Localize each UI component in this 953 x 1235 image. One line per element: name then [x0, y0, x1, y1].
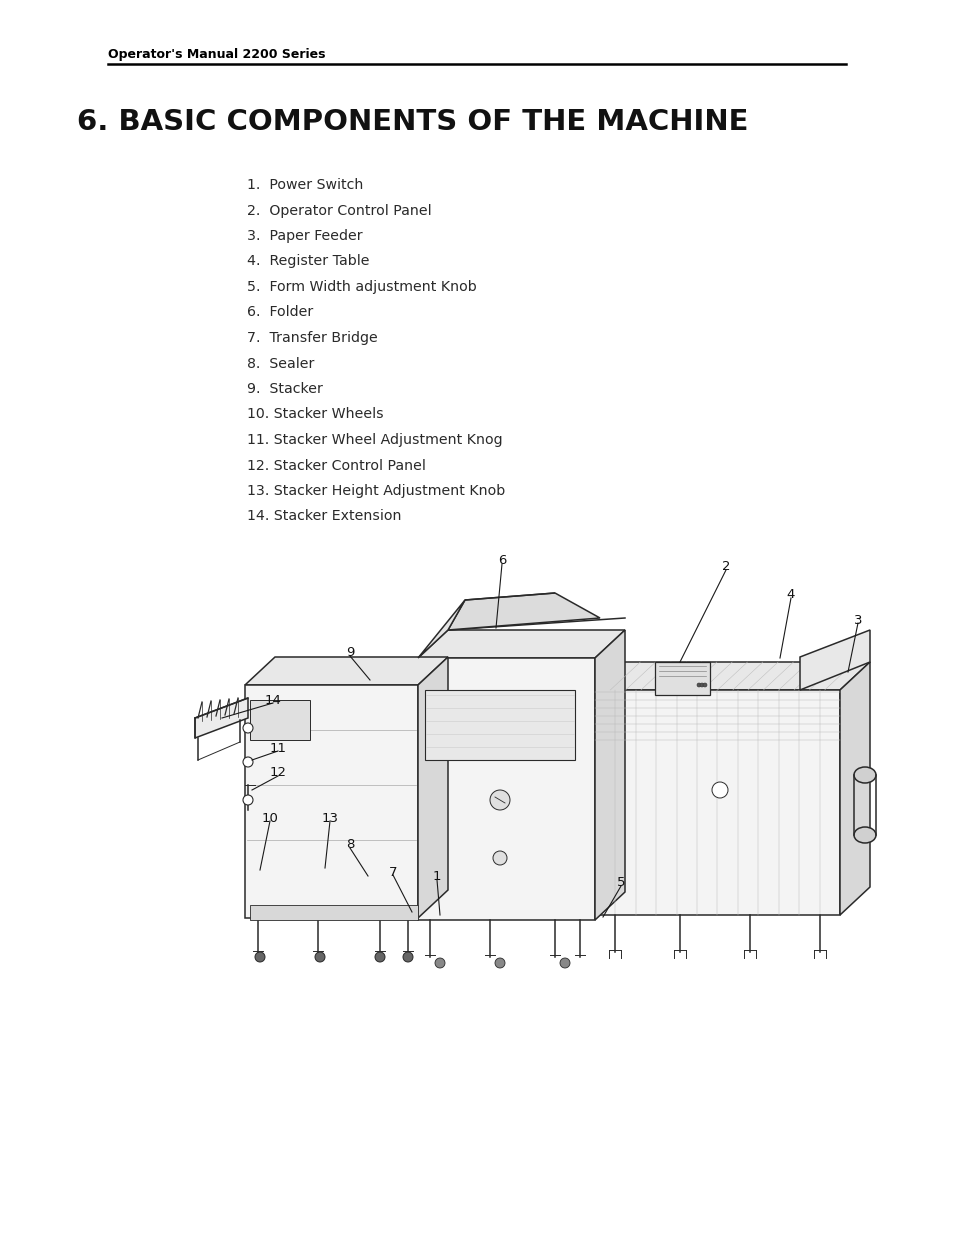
Text: 1: 1: [433, 871, 441, 883]
Circle shape: [490, 790, 510, 810]
Text: 2.  Operator Control Panel: 2. Operator Control Panel: [247, 204, 431, 217]
Text: 9: 9: [345, 646, 354, 659]
Text: 6. BASIC COMPONENTS OF THE MACHINE: 6. BASIC COMPONENTS OF THE MACHINE: [77, 107, 748, 136]
Text: Operator's Manual 2200 Series: Operator's Manual 2200 Series: [108, 48, 325, 61]
Polygon shape: [448, 593, 599, 630]
Circle shape: [493, 851, 506, 864]
Text: 10. Stacker Wheels: 10. Stacker Wheels: [247, 408, 383, 421]
Polygon shape: [245, 657, 448, 685]
Polygon shape: [417, 657, 448, 918]
Polygon shape: [595, 630, 624, 920]
Text: 12. Stacker Control Panel: 12. Stacker Control Panel: [247, 458, 425, 473]
Circle shape: [402, 952, 413, 962]
Polygon shape: [417, 600, 464, 658]
Circle shape: [314, 952, 325, 962]
Circle shape: [702, 683, 706, 687]
Polygon shape: [800, 630, 869, 690]
Polygon shape: [655, 662, 709, 695]
Text: 9.  Stacker: 9. Stacker: [247, 382, 322, 396]
Ellipse shape: [853, 767, 875, 783]
Circle shape: [435, 958, 444, 968]
Text: 1.  Power Switch: 1. Power Switch: [247, 178, 363, 191]
Text: 5: 5: [616, 877, 624, 889]
Text: 13. Stacker Height Adjustment Knob: 13. Stacker Height Adjustment Knob: [247, 484, 505, 498]
Text: 7.  Transfer Bridge: 7. Transfer Bridge: [247, 331, 377, 345]
Text: 3.  Paper Feeder: 3. Paper Feeder: [247, 228, 362, 243]
Text: 2: 2: [721, 561, 729, 573]
Circle shape: [700, 683, 703, 687]
Ellipse shape: [853, 827, 875, 844]
Text: 5.  Form Width adjustment Knob: 5. Form Width adjustment Knob: [247, 280, 476, 294]
Polygon shape: [840, 662, 869, 915]
Text: 11. Stacker Wheel Adjustment Knog: 11. Stacker Wheel Adjustment Knog: [247, 433, 502, 447]
Polygon shape: [595, 662, 869, 690]
Circle shape: [559, 958, 569, 968]
Circle shape: [495, 958, 504, 968]
Text: 6: 6: [497, 555, 506, 568]
Polygon shape: [464, 593, 555, 600]
Polygon shape: [245, 685, 417, 918]
Text: 6.  Folder: 6. Folder: [247, 305, 313, 320]
Circle shape: [243, 795, 253, 805]
Polygon shape: [595, 690, 840, 915]
Circle shape: [711, 782, 727, 798]
Text: 8.  Sealer: 8. Sealer: [247, 357, 314, 370]
Text: 10: 10: [261, 811, 278, 825]
Text: 12: 12: [269, 767, 286, 779]
Text: 13: 13: [321, 811, 338, 825]
Text: 14: 14: [264, 694, 281, 706]
Text: 4.  Register Table: 4. Register Table: [247, 254, 369, 268]
Circle shape: [243, 757, 253, 767]
Text: 4: 4: [786, 589, 795, 601]
Text: 11: 11: [269, 741, 286, 755]
Text: 7: 7: [388, 866, 396, 878]
Text: 14. Stacker Extension: 14. Stacker Extension: [247, 510, 401, 524]
Circle shape: [697, 683, 700, 687]
Text: 3: 3: [853, 614, 862, 626]
Circle shape: [243, 722, 253, 734]
Polygon shape: [417, 630, 624, 658]
Circle shape: [254, 952, 265, 962]
Text: 8: 8: [345, 839, 354, 851]
Polygon shape: [194, 698, 248, 739]
Polygon shape: [417, 658, 595, 920]
Polygon shape: [424, 690, 575, 760]
Polygon shape: [250, 700, 310, 740]
Polygon shape: [250, 905, 417, 920]
Circle shape: [375, 952, 385, 962]
